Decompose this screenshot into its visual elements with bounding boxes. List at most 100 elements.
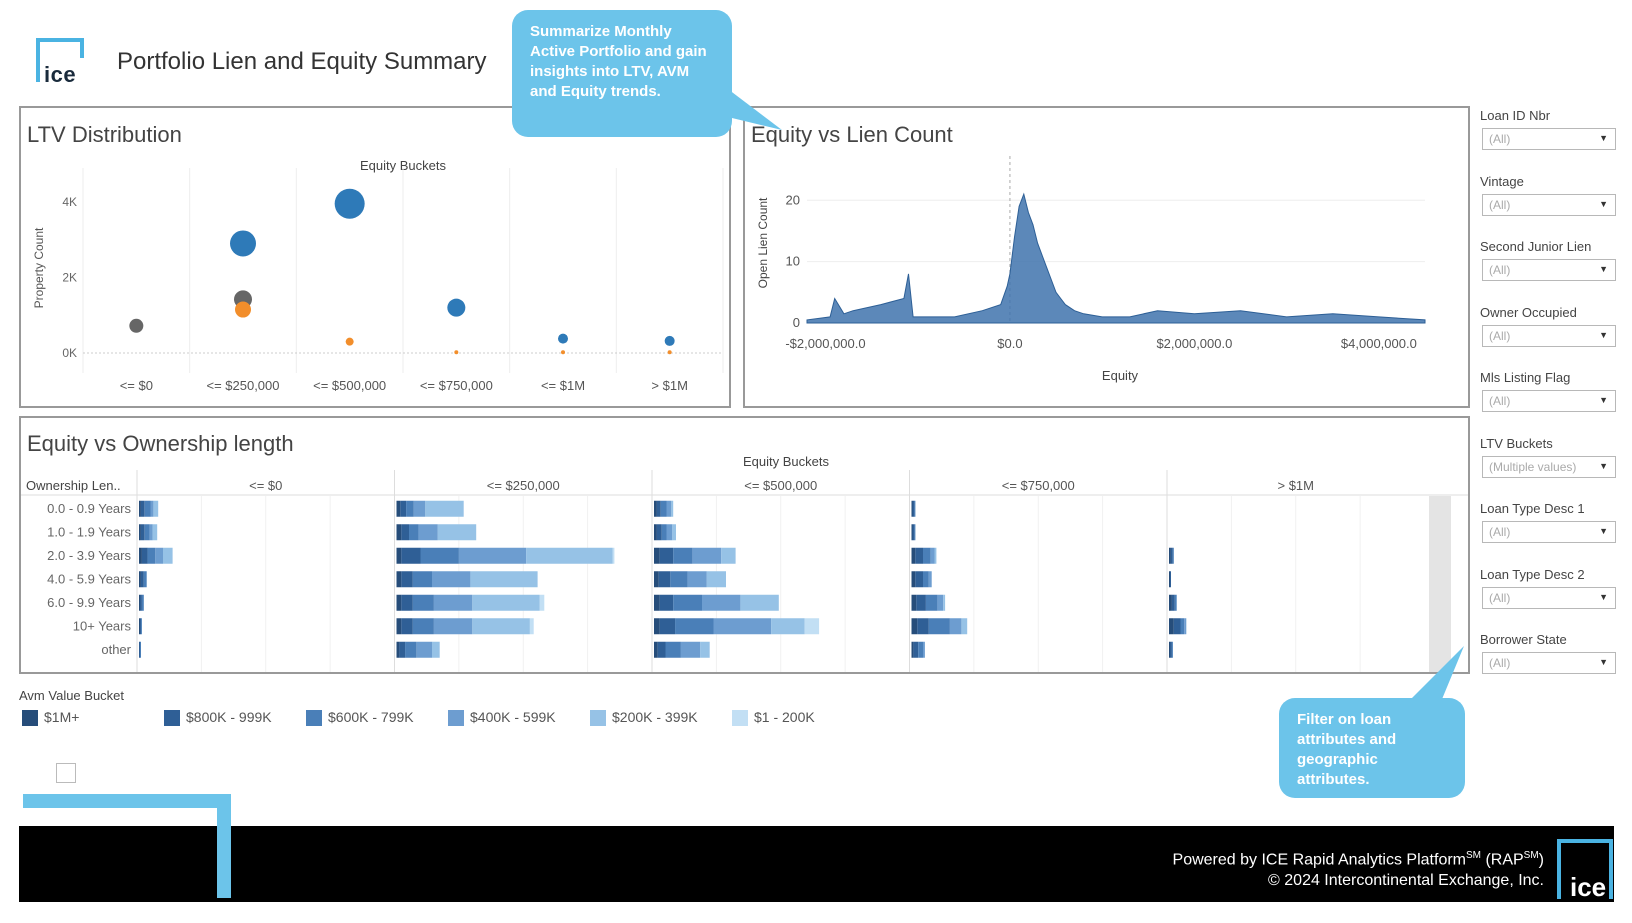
ownership-bar-segment: [912, 524, 913, 540]
filter-dropdown[interactable]: (Multiple values) ▼: [1482, 456, 1616, 478]
ownership-bar-segment: [931, 548, 935, 564]
ownership-bar-segment: [740, 595, 778, 611]
ownership-bar-segment: [152, 524, 157, 540]
ownership-bar-segment: [937, 595, 943, 611]
lien-y-tick-label: 20: [786, 192, 800, 207]
ownership-bar-segment: [673, 548, 692, 564]
equity-lien-chart: 01020-$2,000,000.0 $0.0 $2,000,000.0 $4,000…: [745, 108, 1468, 406]
ownership-bar-segment: [397, 642, 400, 658]
filter-label: Loan ID Nbr: [1480, 108, 1550, 123]
filter-label: Loan Type Desc 1: [1480, 501, 1585, 516]
filter-label: LTV Buckets: [1480, 436, 1553, 451]
filter-dropdown[interactable]: (All) ▼: [1482, 587, 1616, 609]
ownership-bar-segment: [397, 571, 402, 587]
ownership-bar-segment: [409, 524, 419, 540]
ownership-bar-segment: [912, 595, 917, 611]
ownership-bar-segment: [139, 595, 140, 611]
ownership-bar-segment: [421, 548, 459, 564]
ownership-bar-segment: [540, 595, 545, 611]
avm-legend: $1M+ $800K - 999K $600K - 799K $400K - 599K…: [22, 709, 1022, 731]
legend-swatch: [22, 710, 38, 726]
filter-dropdown[interactable]: (All) ▼: [1482, 194, 1616, 216]
checkbox[interactable]: [56, 763, 76, 783]
chevron-down-icon: ▼: [1599, 395, 1608, 405]
footer-copyright: © 2024 Intercontinental Exchange, Inc.: [1268, 872, 1544, 890]
ownership-bar-segment: [397, 618, 402, 634]
filter-label: Borrower State: [1480, 632, 1567, 647]
legend-swatch: [448, 710, 464, 726]
filter-dropdown[interactable]: (All) ▼: [1482, 259, 1616, 281]
ltv-y-tick-label: 2K: [62, 270, 77, 284]
ltv-y-tick-label: 0K: [62, 346, 77, 360]
ownership-bar-segment: [950, 618, 962, 634]
ownership-bar-segment: [912, 501, 913, 517]
ownership-column-label: <= $750,000: [1002, 478, 1075, 493]
ltv-point-blue: [230, 230, 256, 256]
legend-item: $400K - 599K: [448, 709, 556, 726]
ownership-bar-segment: [917, 618, 929, 634]
ltv-distribution-panel: LTV Distribution Equity Buckets <= $0 <= $…: [19, 106, 731, 408]
chevron-down-icon: ▼: [1599, 199, 1608, 209]
ownership-bar-segment: [657, 524, 662, 540]
ownership-bar-segment: [654, 618, 660, 634]
ownership-bar-segment: [672, 524, 676, 540]
ownership-bar-segment: [1169, 571, 1170, 587]
ltv-point-blue: [447, 299, 465, 317]
ownership-bar-segment: [935, 548, 937, 564]
ownership-bar-segment: [140, 642, 141, 658]
ltv-distribution-chart: Equity Buckets<= $0 <= $250,000 <= $500,00…: [21, 108, 729, 406]
chevron-down-icon: ▼: [1599, 264, 1608, 274]
ownership-row-label: 6.0 - 9.9 Years: [47, 595, 131, 610]
ownership-bar-segment: [926, 595, 938, 611]
ownership-row-label: 2.0 - 3.9 Years: [47, 548, 131, 563]
ownership-bar-segment: [434, 618, 472, 634]
legend-swatch: [306, 710, 322, 726]
ownership-bar-segment: [139, 501, 141, 517]
ltv-point-orange: [454, 350, 458, 354]
ltv-y-axis-label: Property Count: [32, 227, 46, 308]
ownership-bar-segment: [692, 548, 721, 564]
lien-y-tick-label: 0: [793, 315, 800, 330]
filter-dropdown-value: (All): [1489, 263, 1510, 277]
ownership-bar-segment: [153, 501, 158, 517]
ownership-bar-segment: [662, 524, 667, 540]
ownership-bar-segment: [145, 501, 151, 517]
ownership-bar-segment: [141, 618, 142, 634]
ownership-bar-segment: [401, 595, 413, 611]
ownership-bar-segment: [654, 595, 660, 611]
ownership-bar-segment: [148, 548, 156, 564]
filter-dropdown[interactable]: (All) ▼: [1482, 390, 1616, 412]
footer-powered-by: Powered by ICE Rapid Analytics Platform S…: [1173, 850, 1544, 869]
filter-dropdown[interactable]: (All) ▼: [1482, 652, 1616, 674]
ownership-bar-segment: [397, 524, 402, 540]
ownership-bar-segment: [419, 524, 438, 540]
filter-dropdown[interactable]: (All) ▼: [1482, 128, 1616, 150]
ownership-bar-segment: [943, 595, 945, 611]
filter-dropdown-value: (All): [1489, 394, 1510, 408]
ownership-bar-segment: [155, 548, 163, 564]
ownership-bar-segment: [144, 571, 147, 587]
ownership-bar-segment: [399, 642, 405, 658]
footer-sm-mark-2: SM: [1524, 850, 1539, 861]
legend-item: $1M+: [22, 709, 79, 726]
ownership-bar-segment: [1173, 548, 1174, 564]
ownership-bar-segment: [1172, 595, 1175, 611]
ownership-bar-segment: [1170, 642, 1172, 658]
ownership-bar-segment: [657, 501, 661, 517]
ownership-bar-segment: [413, 595, 434, 611]
ownership-bar-segment: [400, 501, 406, 517]
legend-label: $200K - 399K: [612, 709, 698, 725]
filter-dropdown[interactable]: (All) ▼: [1482, 521, 1616, 543]
lien-x-tick-label: -$2,000,000.0: [785, 336, 865, 351]
chevron-down-icon: ▼: [1599, 133, 1608, 143]
footer-powered-text: Powered by ICE Rapid Analytics Platform: [1173, 851, 1466, 868]
ownership-bar-segment: [912, 571, 916, 587]
ownership-bar-segment: [472, 618, 530, 634]
filter-dropdown-value: (All): [1489, 132, 1510, 146]
ownership-bar-segment: [915, 571, 923, 587]
filter-dropdown[interactable]: (All) ▼: [1482, 325, 1616, 347]
ownership-bar-segment: [660, 618, 675, 634]
ownership-bar-segment: [401, 618, 413, 634]
ownership-bar-segment: [681, 642, 700, 658]
ownership-bar-segment: [425, 501, 463, 517]
